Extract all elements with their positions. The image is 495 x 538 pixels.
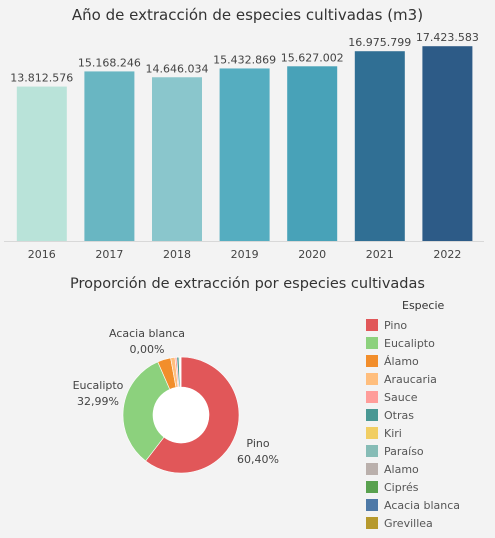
legend-swatch [366, 481, 378, 493]
bar-2018 [152, 77, 202, 242]
legend-label: Kiri [384, 426, 402, 440]
bar-2021 [354, 51, 405, 241]
x-tick-label: 2020 [298, 248, 326, 261]
slice-label-eucalipto: Eucalipto [73, 379, 124, 392]
x-tick-label: 2021 [366, 248, 394, 261]
bar-2022 [422, 46, 473, 242]
x-tick-label: 2018 [163, 248, 191, 261]
x-tick-label: 2019 [231, 248, 259, 261]
legend-swatch [366, 337, 378, 349]
legend-item-acacia-blanca[interactable]: Acacia blanca [366, 496, 491, 514]
slice-label-acacia-blanca: Acacia blanca [109, 327, 185, 340]
bar-2020 [287, 66, 338, 241]
legend-item-otras[interactable]: Otras [366, 406, 491, 424]
legend-item-grevillea[interactable]: Grevillea [366, 514, 491, 532]
slice-pino [145, 356, 240, 474]
slice-label-pino: 60,40% [237, 453, 279, 466]
bar-value-label: 15.168.246 [78, 56, 141, 69]
legend-label: Ciprés [384, 480, 419, 494]
legend-label: Paraíso [384, 444, 424, 458]
legend-item-pino[interactable]: Pino [366, 316, 491, 334]
legend-item-ciprés[interactable]: Ciprés [366, 478, 491, 496]
legend-item-paraíso[interactable]: Paraíso [366, 442, 491, 460]
pie-chart-title: Proporción de extracción por especies cu… [70, 276, 425, 292]
x-tick-label: 2016 [28, 248, 56, 261]
legend-swatch [366, 319, 378, 331]
legend-title: Especie [402, 299, 445, 312]
legend-item-sauce[interactable]: Sauce [366, 388, 491, 406]
legend-swatch [366, 391, 378, 403]
bar-value-label: 15.627.002 [281, 51, 344, 64]
bar-value-label: 14.646.034 [146, 62, 209, 75]
legend-label: Otras [384, 408, 414, 422]
bar-value-label: 15.432.869 [213, 53, 276, 66]
legend-label: Álamo [384, 354, 419, 368]
legend-items: Pino Eucalipto Álamo Araucaria Sauce Otras Kir… [366, 316, 491, 532]
legend-swatch [366, 355, 378, 367]
bar-2019 [219, 68, 270, 241]
x-tick-label: 2022 [433, 248, 461, 261]
legend-swatch [366, 463, 378, 475]
bar-chart-title: Año de extracción de especies cultivadas… [71, 6, 424, 24]
legend-label: Araucaria [384, 372, 437, 386]
bar-value-label: 17.423.583 [416, 31, 479, 44]
legend: Especie Pino Eucalipto Álamo Araucaria Sauce… [366, 298, 491, 532]
legend-item-araucaria[interactable]: Araucaria [366, 370, 491, 388]
slice-label-pino: Pino [246, 437, 269, 450]
legend-label: Sauce [384, 390, 418, 404]
donut-hole [153, 387, 209, 443]
legend-item-alamo[interactable]: Alamo [366, 460, 491, 478]
legend-item-álamo[interactable]: Álamo [366, 352, 491, 370]
legend-swatch [366, 445, 378, 457]
legend-item-eucalipto[interactable]: Eucalipto [366, 334, 491, 352]
legend-item-kiri[interactable]: Kiri [366, 424, 491, 442]
slice-label-eucalipto: 32,99% [77, 395, 119, 408]
bar-value-label: 16.975.799 [348, 36, 411, 49]
legend-label: Alamo [384, 462, 419, 476]
legend-label: Pino [384, 318, 408, 332]
legend-swatch [366, 409, 378, 421]
bar-value-label: 13.812.576 [10, 72, 73, 85]
legend-swatch [366, 427, 378, 439]
slice-label-acacia-blanca: 0,00% [130, 343, 165, 356]
legend-swatch [366, 373, 378, 385]
legend-swatch [366, 517, 378, 529]
legend-swatch [366, 499, 378, 511]
x-tick-label: 2017 [95, 248, 123, 261]
bar-2017 [84, 71, 135, 241]
bar-2016 [16, 86, 67, 241]
legend-label: Grevillea [384, 516, 433, 530]
legend-label: Eucalipto [384, 336, 435, 350]
donut-chart: Pino 60,40% Eucalipto 32,99% Acacia blanca 0,… [73, 327, 279, 474]
legend-label: Acacia blanca [384, 498, 461, 512]
bar-chart: 13.812.576 2016 15.168.246 2017 14.646.034 20… [4, 31, 484, 261]
